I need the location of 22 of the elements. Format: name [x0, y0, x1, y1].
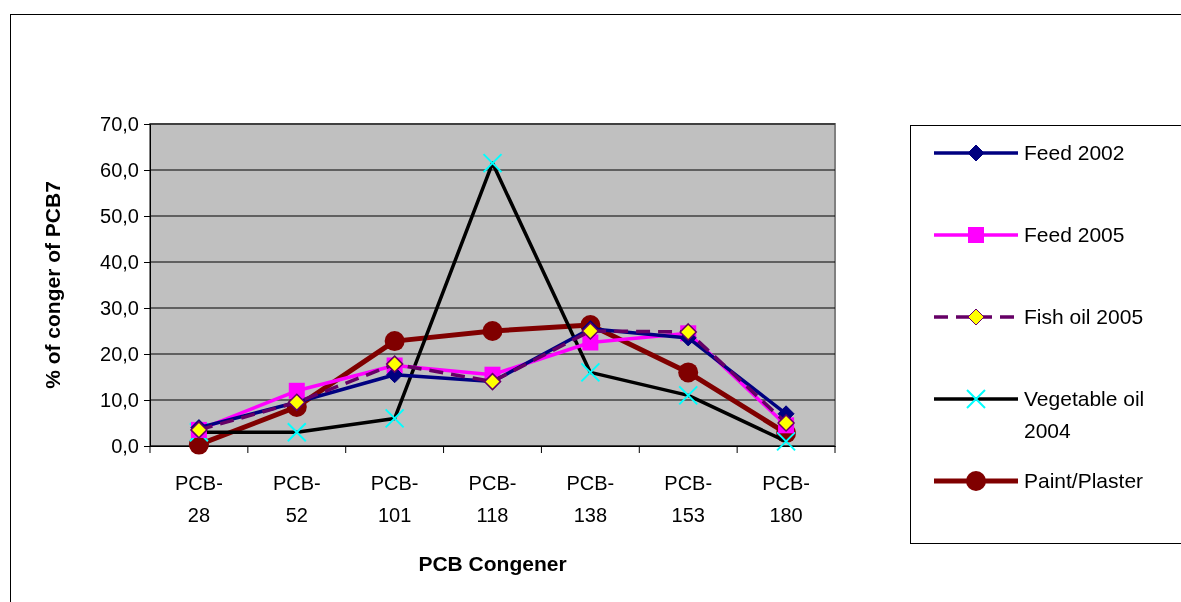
- y-tick-label: 20,0: [100, 342, 139, 365]
- x-tick-label: PCB-28: [175, 472, 223, 526]
- legend-label: Vegetable oil 2004: [1024, 387, 1145, 442]
- x-tick-label: PCB-52: [272, 472, 321, 526]
- x-tick-label: PCB-180: [762, 472, 810, 526]
- y-tick-label: 60,0: [100, 158, 139, 181]
- x-tick-label: PCB-101: [370, 472, 419, 526]
- x-tick-label: PCB-153: [664, 472, 713, 526]
- y-tick-label: 70,0: [100, 112, 139, 135]
- legend-label: Paint/Plaster: [1024, 469, 1144, 492]
- x-axis-title: PCB Congener: [418, 552, 567, 575]
- y-axis-title: % of conger of PCB7: [41, 181, 64, 389]
- legend-label: Feed 2005: [1024, 223, 1125, 246]
- y-tick-label: 0,0: [111, 434, 139, 457]
- y-tick-label: 40,0: [100, 250, 139, 273]
- legend-label: Fish oil 2005: [1024, 305, 1144, 328]
- x-tick-label: PCB-118: [468, 472, 517, 526]
- y-tick-label: 30,0: [100, 296, 139, 319]
- y-tick-label: 50,0: [100, 204, 139, 227]
- x-tick-label: PCB-138: [566, 472, 615, 526]
- legend-label: Feed 2002: [1024, 141, 1125, 164]
- y-tick-label: 10,0: [100, 388, 139, 411]
